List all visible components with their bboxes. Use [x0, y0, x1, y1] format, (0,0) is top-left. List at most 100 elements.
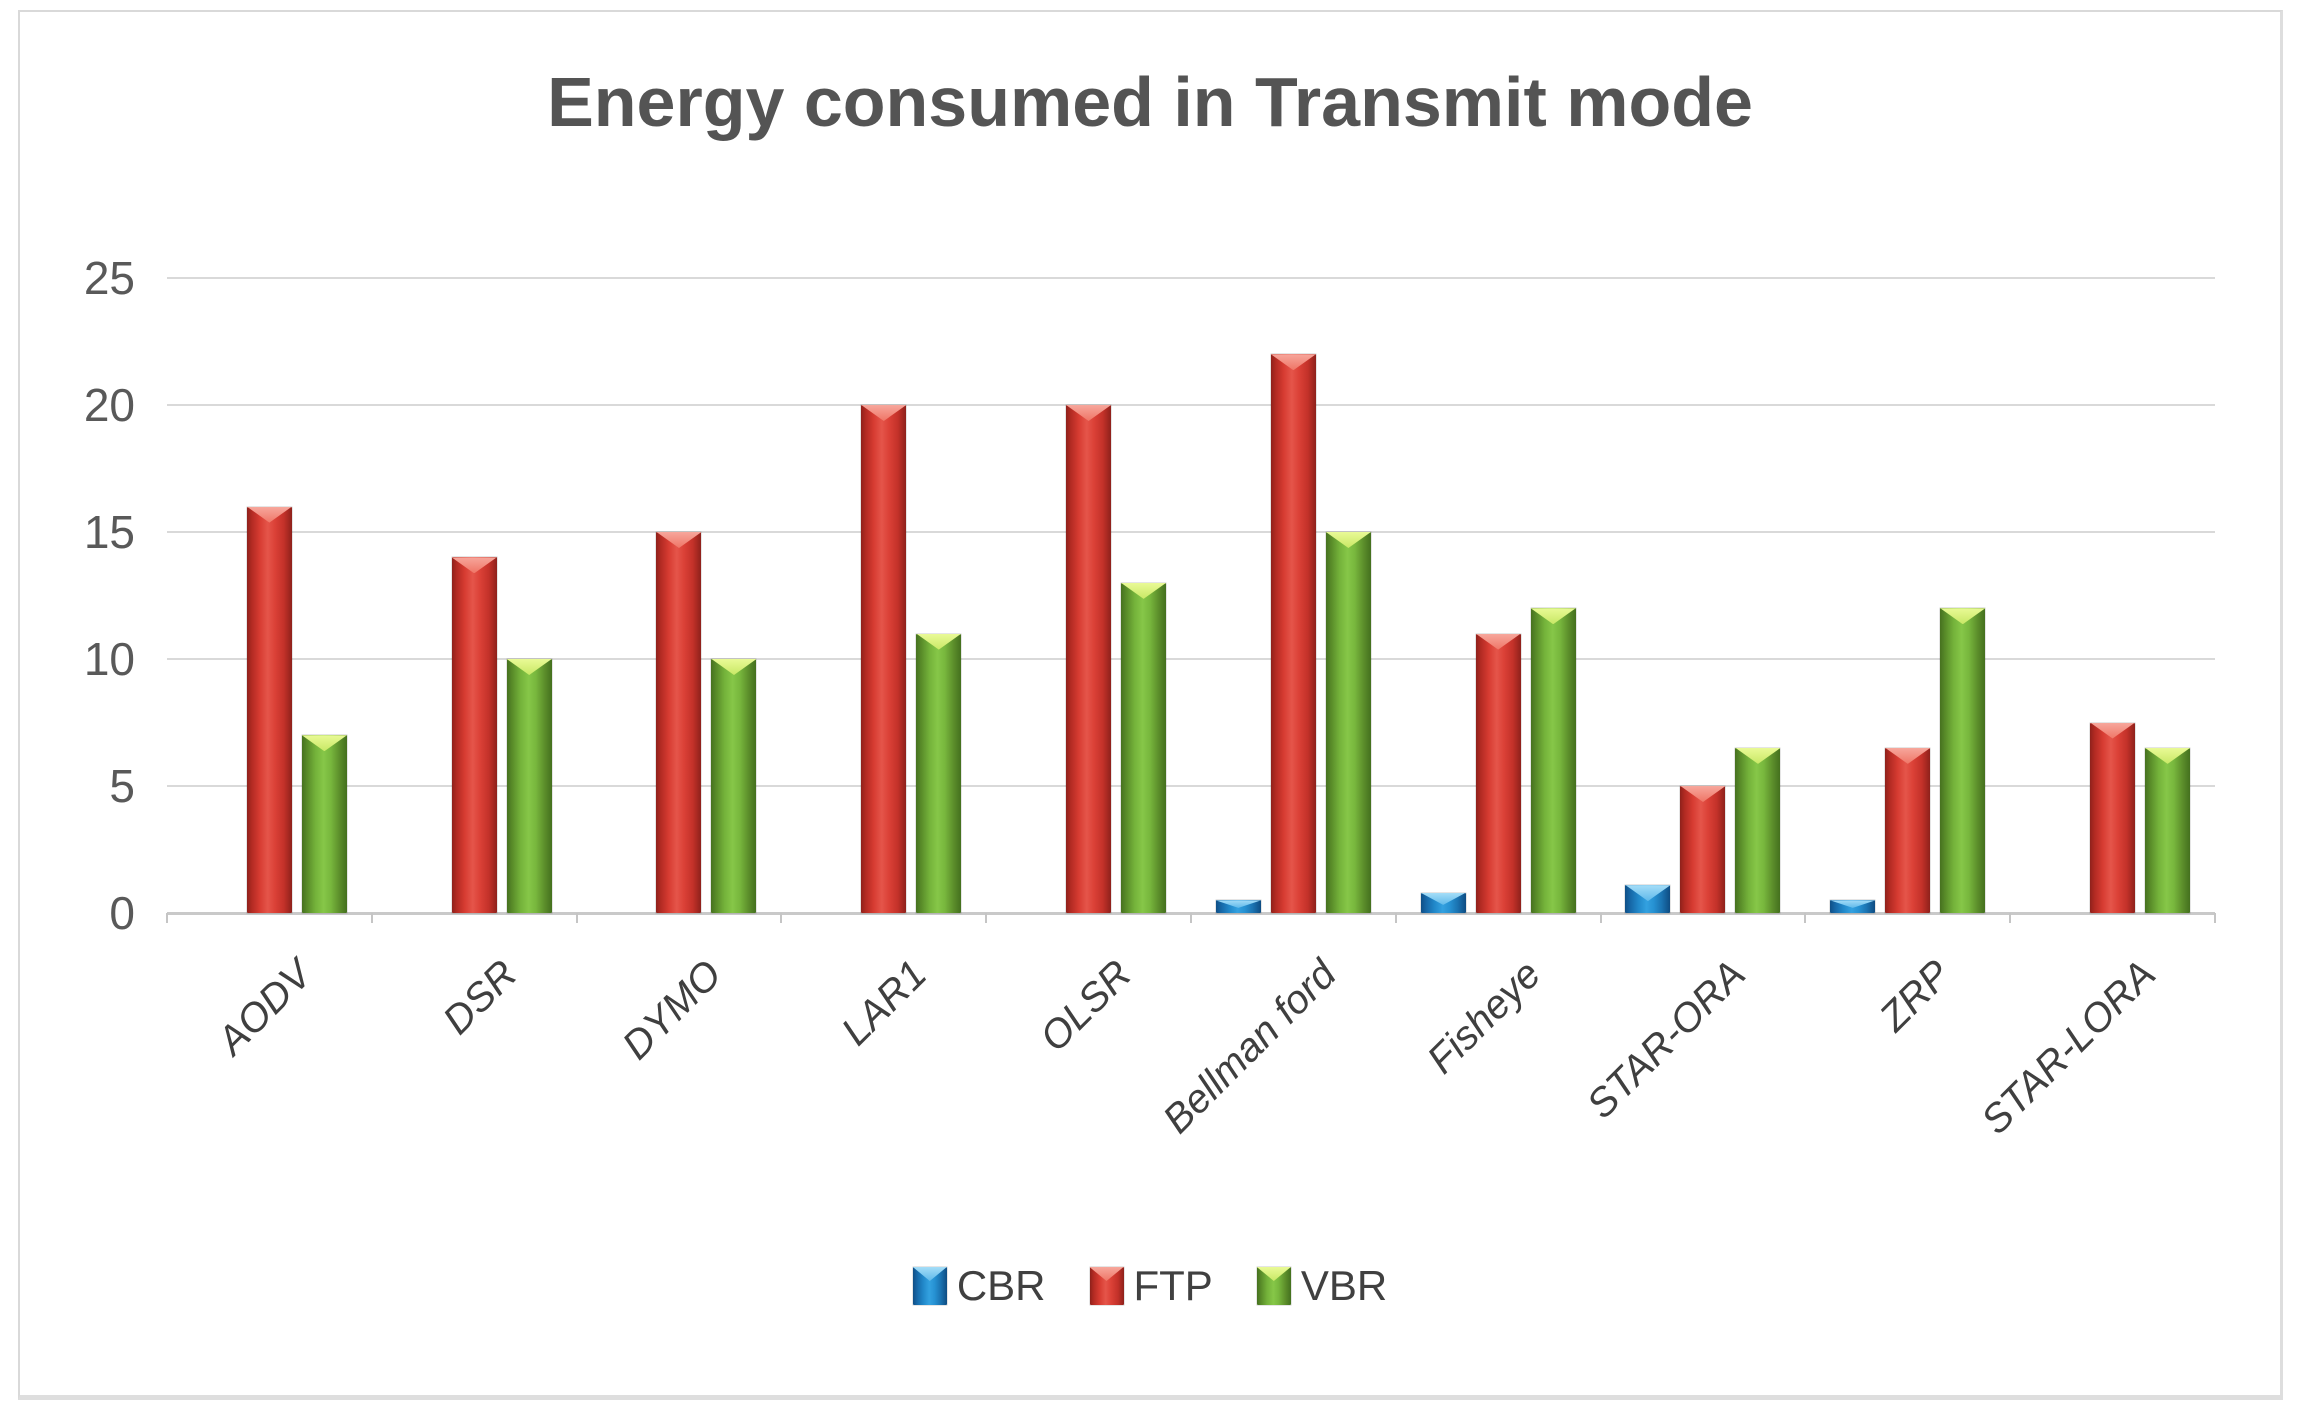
bar-top-highlight — [1625, 885, 1671, 902]
bar-top-highlight — [506, 659, 552, 675]
bar-ftp — [1066, 405, 1112, 913]
bar-ftp — [246, 506, 292, 913]
bar-group — [781, 278, 986, 913]
bar-top-highlight — [1940, 608, 1986, 625]
bar-top-highlight — [916, 633, 962, 650]
bar-top-highlight — [861, 405, 907, 421]
bar-vbr — [1530, 608, 1576, 913]
y-tick-label: 25 — [83, 252, 135, 304]
bar-top-highlight — [2090, 722, 2136, 739]
legend-item-vbr: VBR — [1256, 1262, 1387, 1310]
x-category-label: STAR-ORA — [1578, 952, 1755, 1128]
bar-group — [372, 278, 577, 913]
bar-ftp — [451, 557, 497, 913]
bar-vbr — [1940, 608, 1986, 913]
x-category-label: OLSR — [1031, 952, 1140, 1061]
legend-marker-highlight — [1089, 1267, 1124, 1281]
x-category-label: Bellman ford — [1154, 952, 1345, 1142]
x-category-label: Fisheye — [1419, 952, 1550, 1083]
x-axis-tick — [2214, 913, 2216, 923]
bar-top-highlight — [711, 659, 757, 675]
x-axis-tick — [1394, 913, 1397, 923]
bar-cbr — [1215, 900, 1261, 913]
bar-top-highlight — [1325, 532, 1371, 548]
bar-vbr — [2145, 747, 2191, 913]
bar-ftp — [2090, 722, 2136, 913]
bar-top-highlight — [1215, 900, 1261, 908]
chart-title: Energy consumed in Transmit mode — [547, 63, 1753, 141]
y-tick-label: 10 — [83, 633, 135, 685]
bar-group — [1805, 278, 2010, 913]
bar-top-highlight — [301, 735, 347, 752]
x-category-label: ZRP — [1871, 952, 1959, 1040]
bar-top-highlight — [1475, 633, 1521, 650]
legend-label: FTP — [1133, 1262, 1213, 1309]
bar-vbr — [1325, 532, 1371, 913]
bar-top-highlight — [1420, 892, 1466, 905]
x-axis-tick — [1599, 913, 1602, 923]
y-tick-label: 15 — [83, 506, 135, 558]
bar-ftp — [1885, 747, 1931, 913]
bar-top-highlight — [451, 557, 497, 574]
gridline — [167, 531, 2215, 533]
bar-ftp — [1680, 786, 1726, 913]
y-tick-label: 5 — [109, 760, 135, 812]
gridline — [167, 277, 2215, 279]
x-category-label: AODV — [209, 952, 321, 1064]
bar-vbr — [301, 735, 347, 913]
gridline — [167, 658, 2215, 660]
bar-group — [1601, 278, 1806, 913]
legend-marker-icon — [1256, 1267, 1291, 1305]
bar-group — [2010, 278, 2215, 913]
legend-label: CBR — [956, 1262, 1046, 1309]
bar-cbr — [1420, 892, 1466, 913]
bar-vbr — [1121, 582, 1167, 913]
bar-vbr — [1735, 747, 1781, 913]
x-axis-tick — [575, 913, 578, 923]
bar-top-highlight — [1121, 582, 1167, 599]
y-tick-label: 20 — [83, 379, 135, 431]
legend-item-ftp: FTP — [1089, 1262, 1213, 1310]
x-axis-tick — [1804, 913, 1807, 923]
x-axis-tick — [780, 913, 783, 923]
bar-group — [577, 278, 782, 913]
bar-top-highlight — [1680, 786, 1726, 802]
bar-top-highlight — [1066, 405, 1112, 421]
bar-top-highlight — [1885, 747, 1931, 764]
bar-top-highlight — [656, 532, 702, 548]
bar-cbr — [1830, 900, 1876, 913]
bar-group — [1396, 278, 1601, 913]
bar-top-highlight — [1270, 354, 1316, 371]
bar-top-highlight — [1530, 608, 1576, 625]
legend-item-cbr: CBR — [912, 1262, 1046, 1310]
bar-group — [167, 278, 372, 913]
y-tick-label: 0 — [109, 887, 135, 939]
bar-vbr — [506, 659, 552, 913]
x-axis-tick — [166, 913, 168, 923]
x-category-label: LAR1 — [833, 952, 935, 1054]
x-category-label: DSR — [434, 952, 526, 1043]
x-axis-tick — [370, 913, 373, 923]
x-category-label: DYMO — [614, 952, 731, 1068]
legend-marker-highlight — [1256, 1267, 1291, 1281]
bar-ftp — [656, 532, 702, 913]
legend-marker-icon — [1089, 1267, 1124, 1305]
x-axis-tick — [985, 913, 988, 923]
x-axis-tick — [2009, 913, 2012, 923]
legend-marker-highlight — [912, 1267, 947, 1281]
bar-group — [986, 278, 1191, 913]
bar-top-highlight — [1735, 747, 1781, 764]
gridline — [167, 404, 2215, 406]
legend: CBR FTP VBR — [18, 1262, 2282, 1310]
bar-ftp — [861, 405, 907, 913]
bar-cbr — [1625, 885, 1671, 913]
x-category-label: STAR-LORA — [1972, 952, 2164, 1143]
bar-top-highlight — [246, 506, 292, 523]
gridline — [167, 785, 2215, 787]
bar-vbr — [711, 659, 757, 913]
bar-vbr — [916, 633, 962, 913]
legend-marker-icon — [912, 1267, 947, 1305]
